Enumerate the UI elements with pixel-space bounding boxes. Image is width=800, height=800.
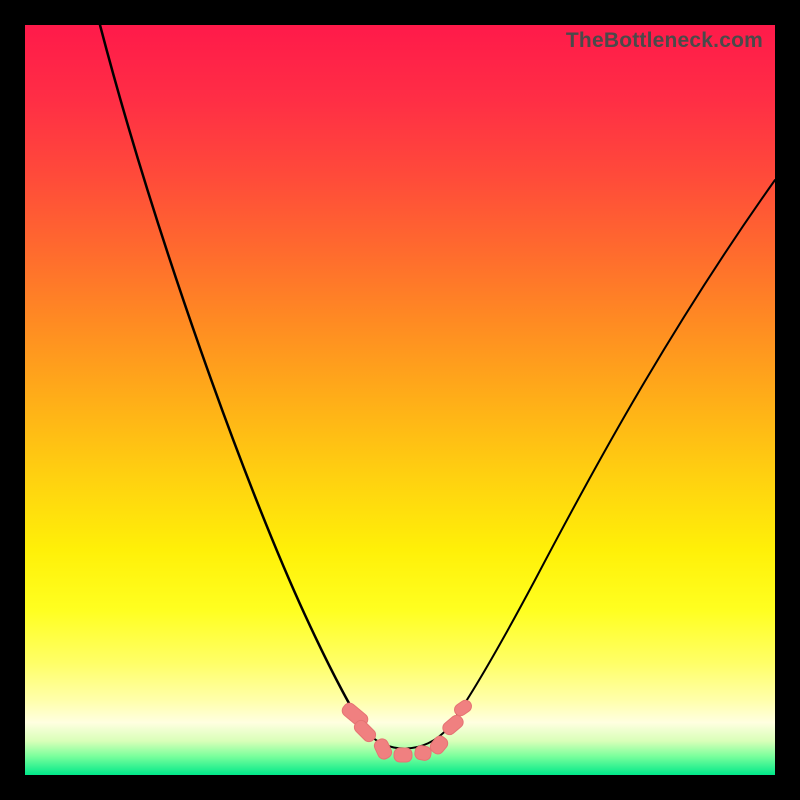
plot-area: TheBottleneck.com	[25, 25, 775, 775]
curve-layer	[25, 25, 775, 775]
valley-marker-3	[394, 748, 412, 762]
chart-frame: TheBottleneck.com	[0, 0, 800, 800]
watermark-text: TheBottleneck.com	[566, 29, 763, 53]
right-curve	[448, 180, 775, 728]
valley-marker-4	[414, 745, 432, 762]
left-curve	[100, 25, 365, 730]
